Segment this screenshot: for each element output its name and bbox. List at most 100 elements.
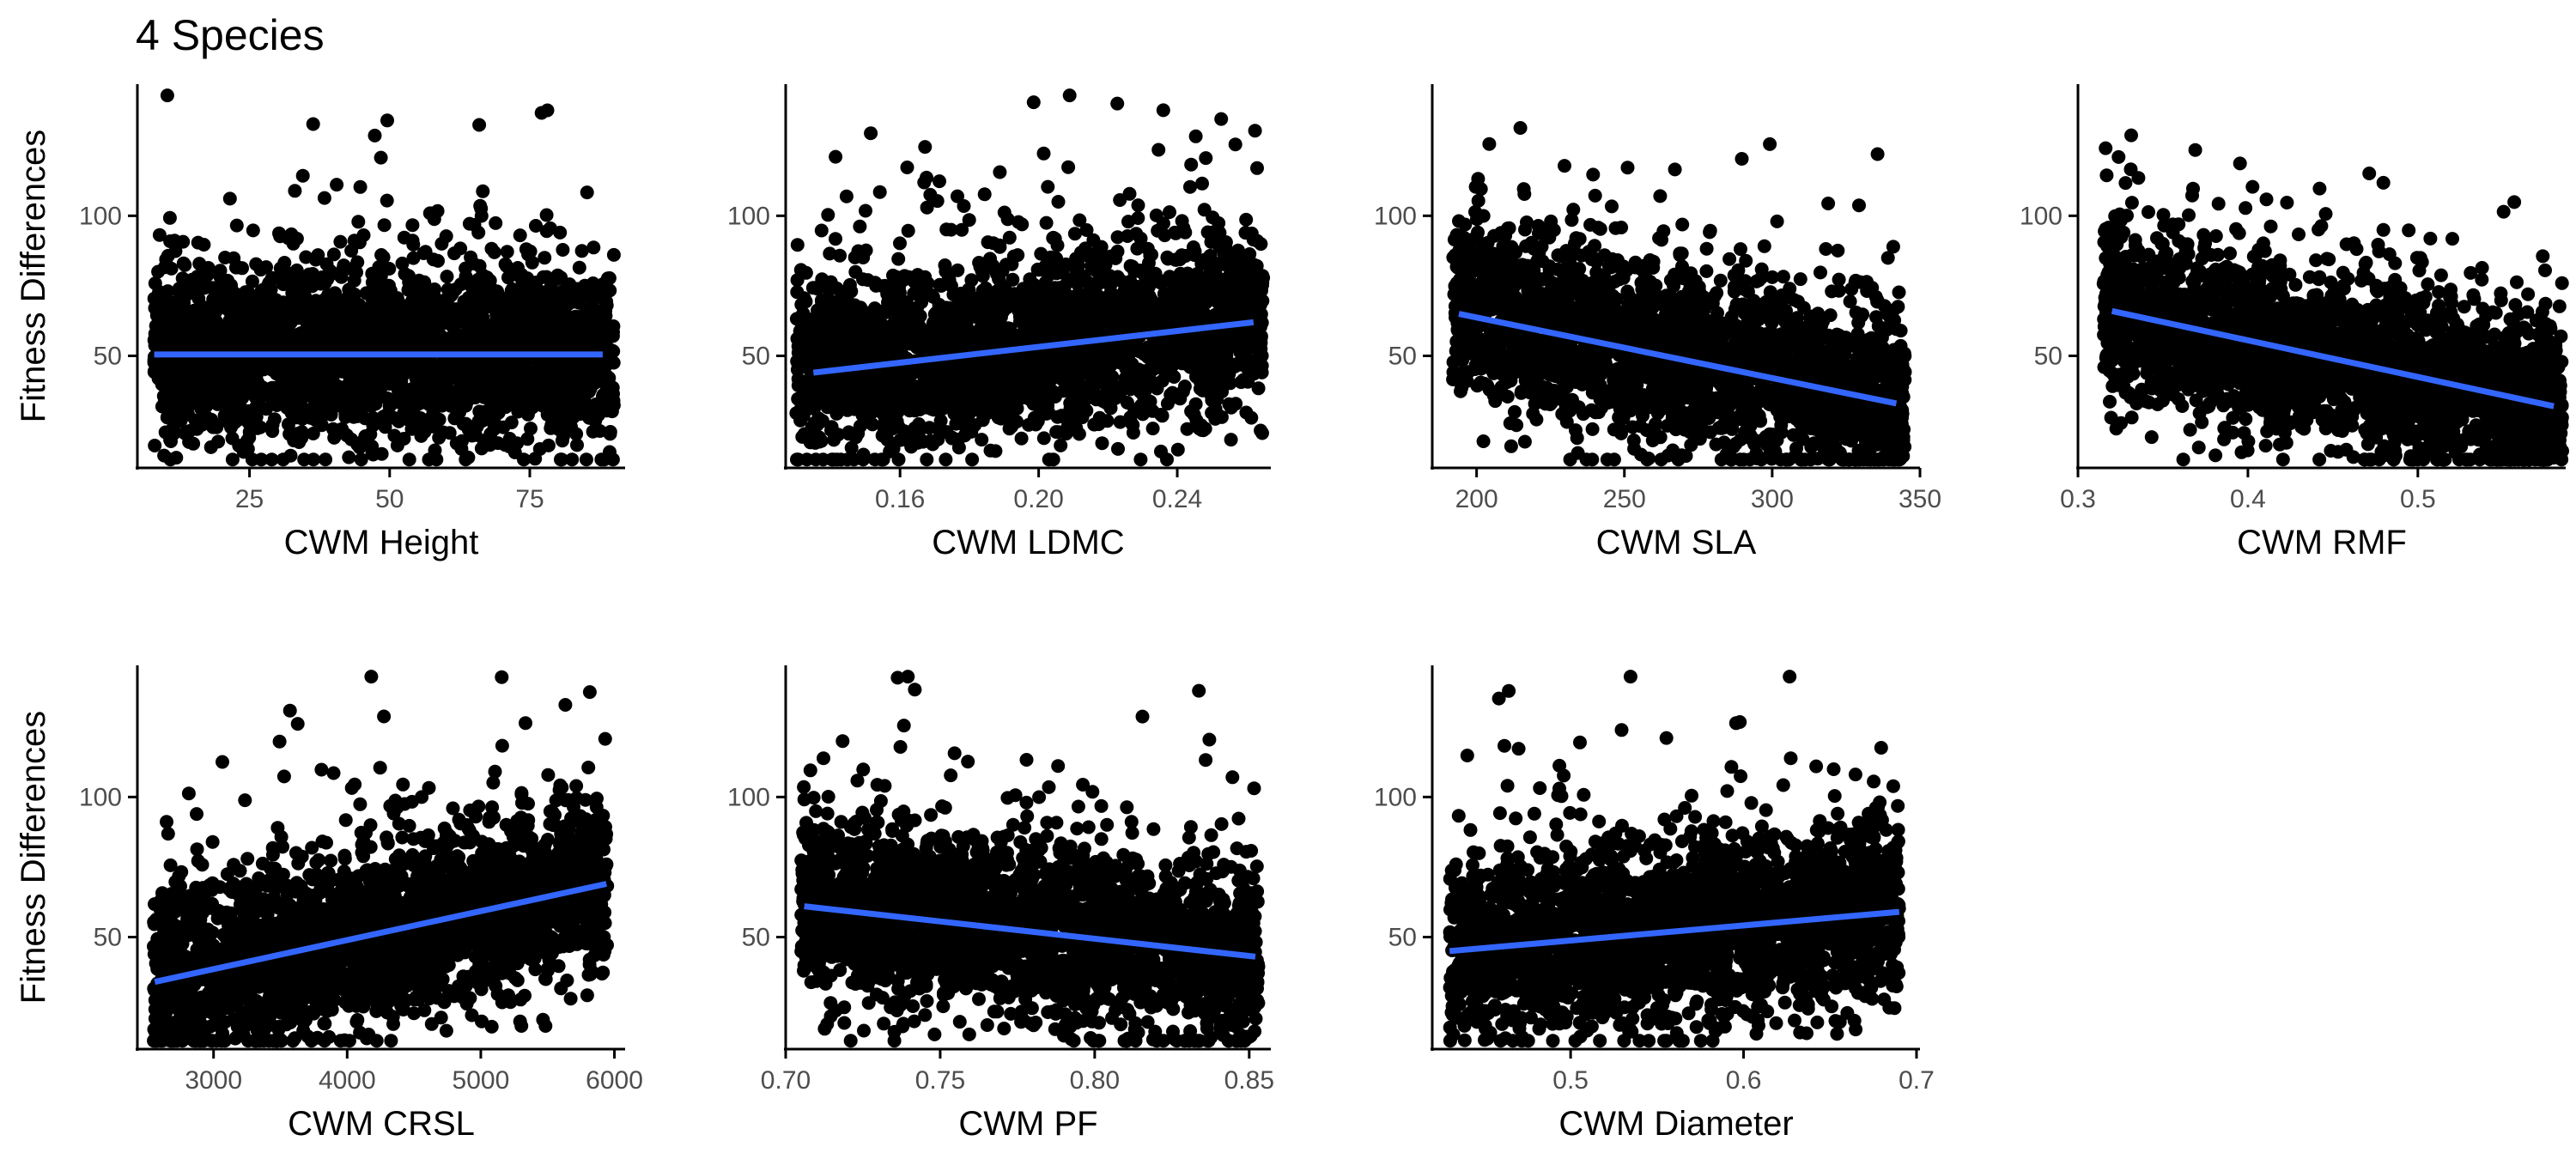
data-point (1088, 277, 1103, 292)
data-point (408, 311, 422, 325)
data-point (352, 440, 367, 455)
data-point (213, 264, 228, 278)
data-point (365, 386, 380, 401)
data-point (923, 365, 938, 379)
data-point (513, 228, 527, 243)
data-point (440, 270, 454, 284)
data-point (1248, 124, 1262, 138)
data-point (459, 385, 473, 399)
data-point (192, 257, 207, 271)
data-point (1005, 272, 1020, 287)
data-point (414, 385, 428, 400)
data-point (538, 251, 552, 265)
data-point (812, 434, 827, 449)
data-point (565, 452, 580, 467)
data-point (885, 408, 900, 422)
x-tick-label: 50 (375, 485, 404, 513)
data-point (249, 310, 264, 325)
data-point (539, 208, 554, 222)
data-point (1195, 176, 1209, 191)
data-point (441, 303, 456, 318)
data-point (412, 297, 427, 312)
data-point (504, 416, 519, 430)
data-point (1217, 246, 1231, 261)
data-point (847, 452, 861, 467)
data-point (866, 313, 881, 327)
data-point (1151, 143, 1166, 157)
data-point (1066, 375, 1080, 390)
data-point (1175, 248, 1189, 263)
data-point (606, 393, 621, 408)
data-point (205, 388, 220, 403)
data-point (333, 234, 348, 249)
data-point (1228, 137, 1242, 152)
data-point (496, 371, 511, 385)
data-point (281, 231, 295, 246)
data-point (193, 280, 208, 294)
data-point (1174, 355, 1188, 370)
data-point (999, 300, 1014, 315)
data-point (191, 235, 205, 250)
data-point (289, 271, 304, 286)
scatter-points (789, 88, 1271, 467)
data-point (543, 285, 557, 300)
data-point (1121, 215, 1135, 229)
data-point (1151, 361, 1166, 374)
data-point (580, 185, 594, 200)
data-point (1224, 433, 1238, 447)
data-point (307, 315, 322, 330)
data-point (983, 443, 998, 458)
data-point (859, 203, 872, 218)
data-point (227, 397, 241, 412)
data-point (1205, 226, 1219, 240)
y-tick-label: 50 (94, 342, 122, 370)
data-point (397, 230, 411, 245)
data-point (954, 286, 969, 300)
data-point (261, 289, 276, 304)
data-point (179, 399, 194, 414)
data-point (1163, 205, 1176, 220)
data-point (993, 240, 1007, 254)
data-point (222, 191, 237, 206)
data-point (822, 306, 836, 321)
data-point (606, 247, 621, 262)
data-point (821, 326, 835, 341)
data-point (891, 252, 906, 266)
data-point (1096, 375, 1110, 390)
data-point (935, 396, 950, 410)
data-point (500, 391, 514, 405)
data-point (1031, 263, 1046, 277)
data-point (224, 281, 239, 295)
data-point (190, 315, 204, 330)
data-point (1077, 269, 1091, 283)
data-point (1079, 404, 1094, 418)
data-point (872, 185, 887, 199)
data-point (354, 452, 368, 467)
data-point (1110, 385, 1125, 399)
data-point (599, 404, 614, 418)
data-point (449, 436, 464, 451)
data-point (586, 240, 601, 255)
data-point (471, 414, 486, 428)
data-point (241, 360, 256, 374)
data-point (920, 452, 934, 467)
data-point (368, 128, 382, 143)
data-point (182, 373, 196, 388)
data-point (351, 215, 366, 229)
data-point (1145, 404, 1160, 418)
data-point (562, 375, 577, 390)
data-point (514, 402, 529, 416)
data-point (957, 199, 971, 213)
data-point (176, 309, 191, 324)
data-point (886, 268, 900, 282)
data-point (933, 174, 946, 189)
data-point (939, 425, 954, 440)
data-point (1254, 423, 1268, 438)
data-point (550, 271, 564, 286)
data-point (859, 243, 873, 258)
data-point (1056, 294, 1071, 309)
data-point (1190, 350, 1205, 365)
data-point (556, 243, 570, 257)
data-point (148, 276, 162, 290)
